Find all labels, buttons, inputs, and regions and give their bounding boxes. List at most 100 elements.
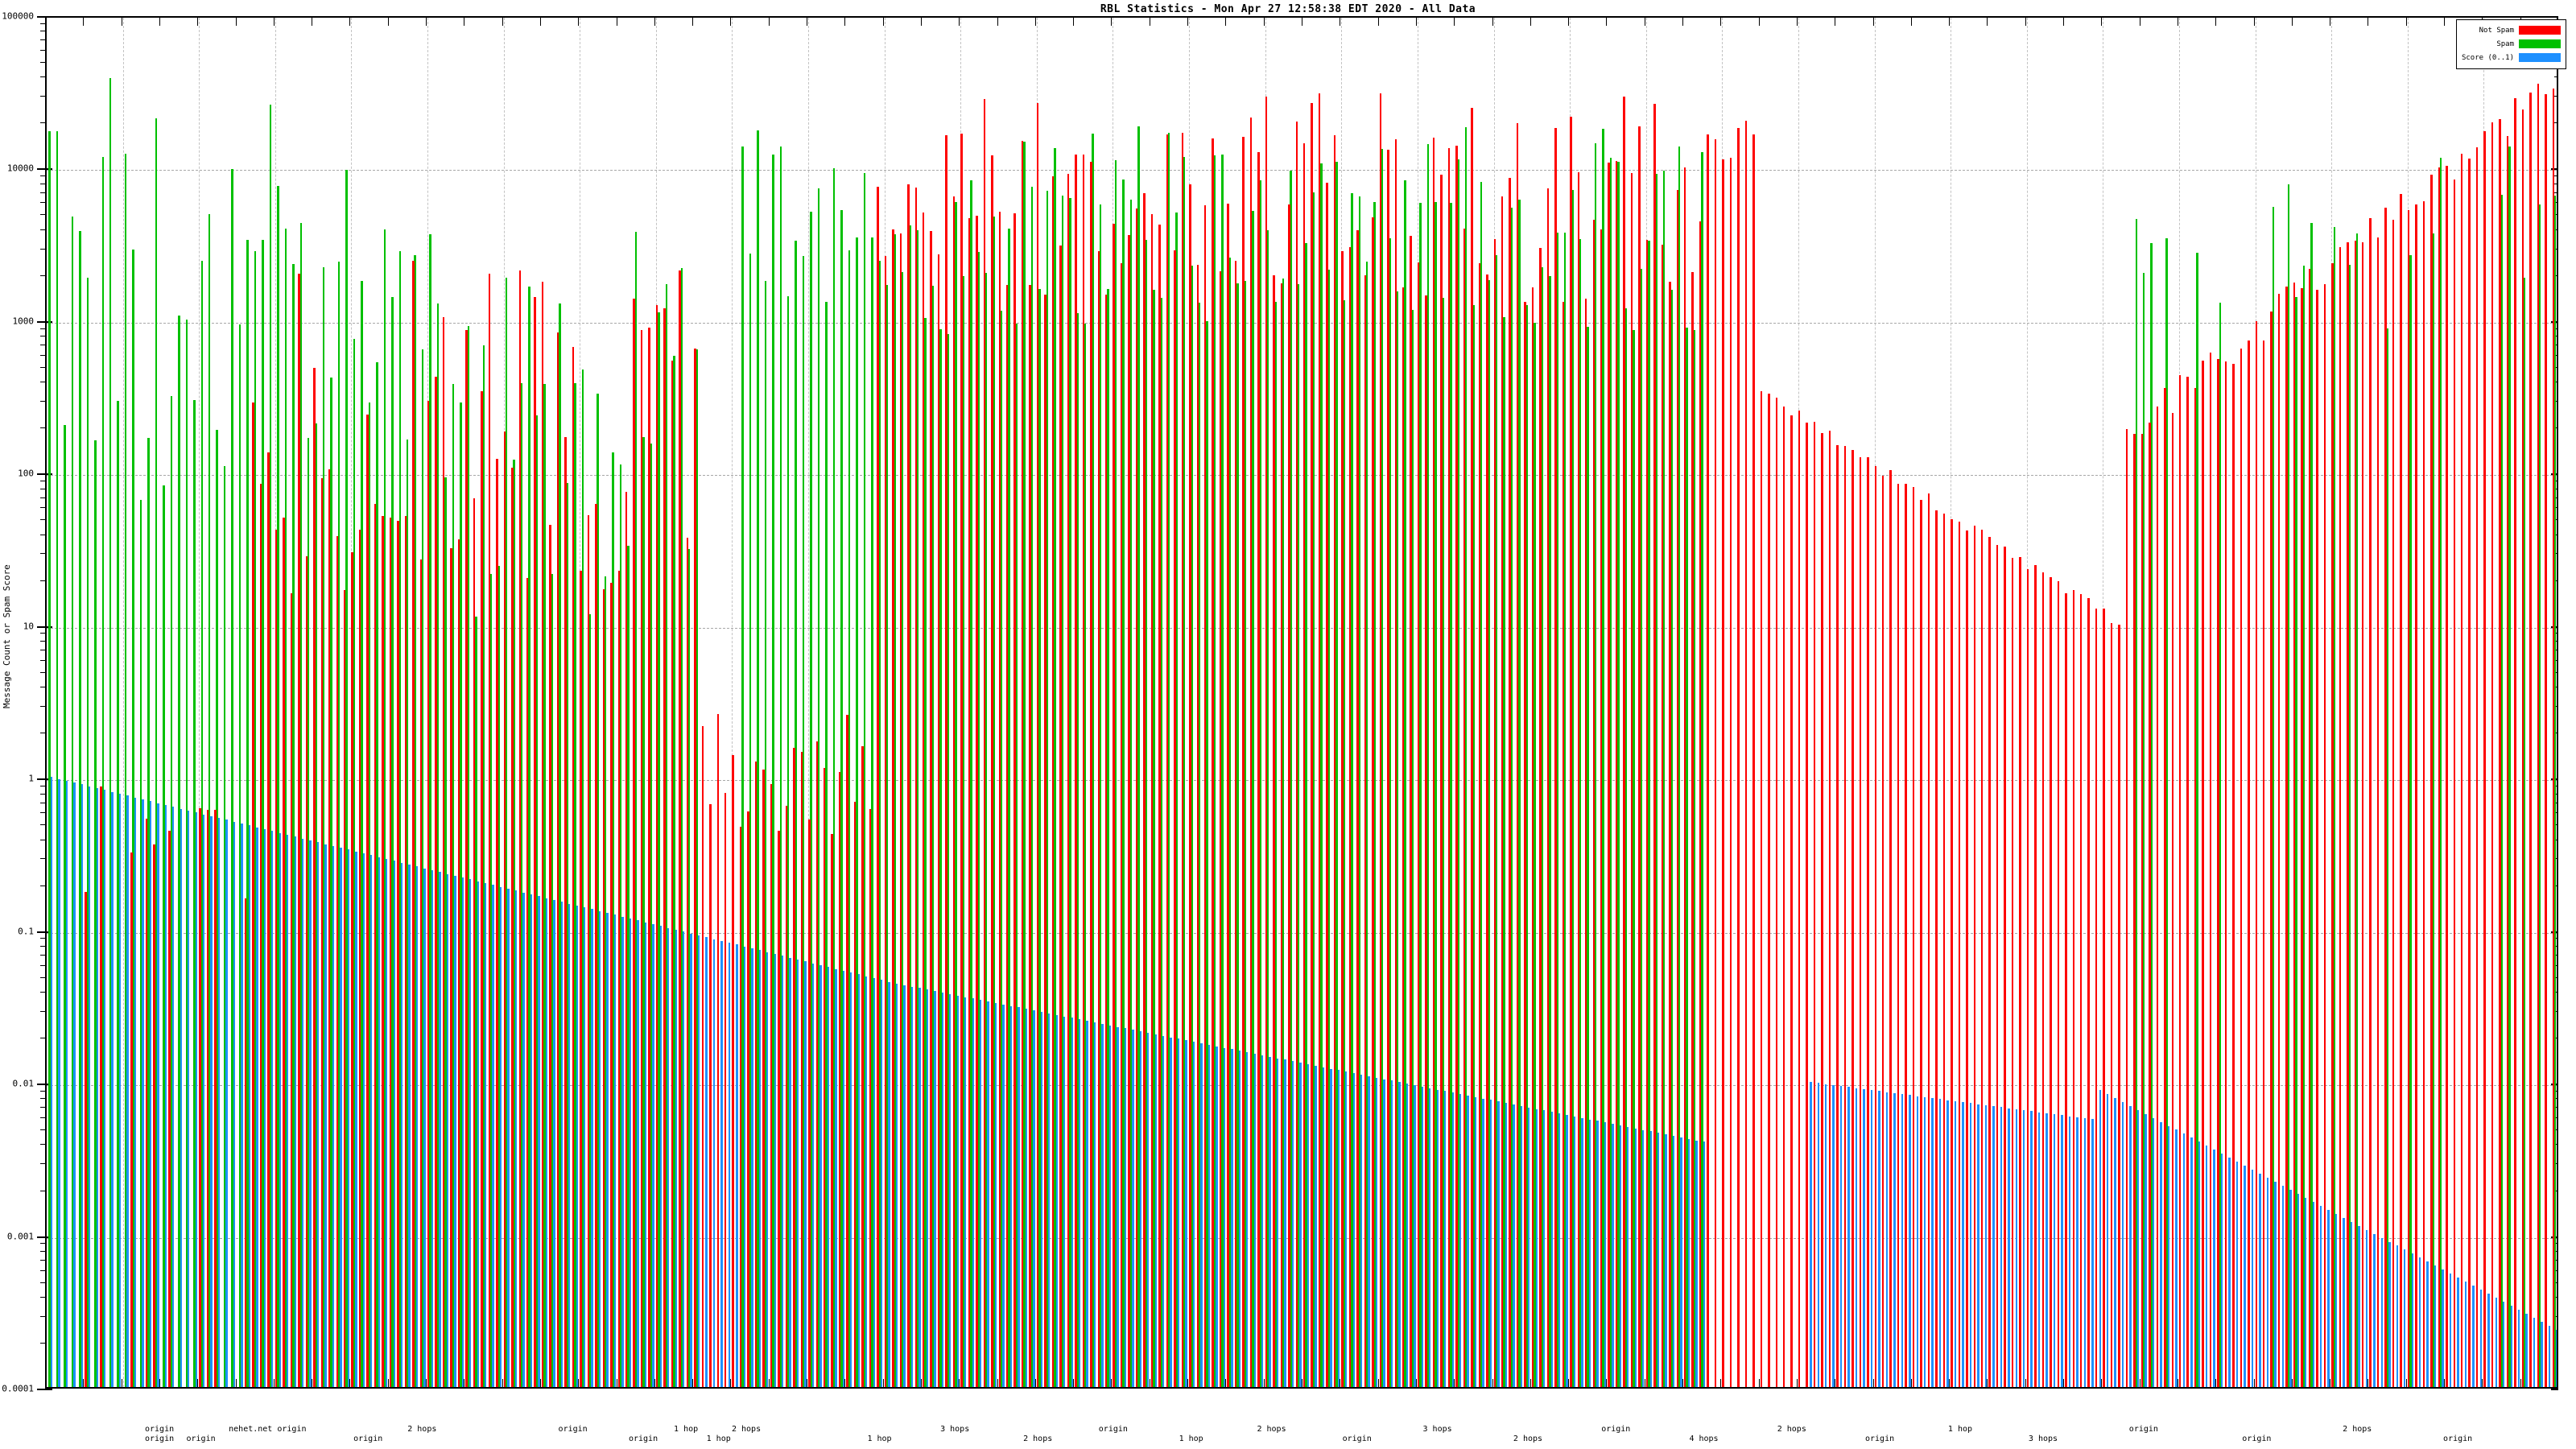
bar-score[interactable] xyxy=(1474,1096,1477,1387)
bar-score[interactable] xyxy=(301,838,304,1387)
bar-spam[interactable] xyxy=(1534,322,1536,1387)
bar-not-spam[interactable] xyxy=(2240,348,2243,1387)
bar-score[interactable] xyxy=(1588,1119,1591,1387)
bar-spam[interactable] xyxy=(482,345,485,1387)
bar-score[interactable] xyxy=(2145,1113,2147,1387)
bar-group[interactable] xyxy=(290,18,298,1387)
bar-score[interactable] xyxy=(271,831,274,1387)
bar-score[interactable] xyxy=(309,840,312,1387)
bar-spam[interactable] xyxy=(2524,278,2526,1387)
bar-spam[interactable] xyxy=(1137,126,1140,1387)
bar-spam[interactable] xyxy=(1129,199,1133,1387)
bar-score[interactable] xyxy=(1170,1037,1172,1387)
bar-spam[interactable] xyxy=(955,202,957,1387)
bar-score[interactable] xyxy=(340,848,342,1387)
bar-not-spam[interactable] xyxy=(465,329,468,1387)
bar-group[interactable] xyxy=(1348,18,1356,1387)
bar-not-spam[interactable] xyxy=(2438,167,2441,1387)
bar-group[interactable] xyxy=(1478,18,1486,1387)
bar-score[interactable] xyxy=(1931,1098,1934,1387)
bar-not-spam[interactable] xyxy=(1174,250,1176,1387)
bar-not-spam[interactable] xyxy=(130,852,133,1387)
bar-not-spam[interactable] xyxy=(937,254,940,1387)
bar-not-spam[interactable] xyxy=(1280,283,1283,1387)
bar-not-spam[interactable] xyxy=(1516,123,1519,1387)
bar-spam[interactable] xyxy=(931,285,935,1387)
bar-not-spam[interactable] xyxy=(1966,530,1968,1387)
bar-not-spam[interactable] xyxy=(2529,92,2532,1387)
bar-spam[interactable] xyxy=(1198,302,1201,1387)
bar-score[interactable] xyxy=(758,950,761,1387)
bar-group[interactable] xyxy=(1608,18,1615,1387)
bar-spam[interactable] xyxy=(2553,195,2557,1387)
bar-not-spam[interactable] xyxy=(534,296,536,1387)
bar-score[interactable] xyxy=(1535,1108,1538,1387)
bar-not-spam[interactable] xyxy=(2140,434,2144,1387)
bar-score[interactable] xyxy=(1086,1021,1088,1387)
bar-group[interactable] xyxy=(1113,18,1120,1387)
bar-not-spam[interactable] xyxy=(2285,287,2288,1387)
bar-score[interactable] xyxy=(964,997,967,1387)
bar-score[interactable] xyxy=(1261,1055,1264,1387)
bar-score[interactable] xyxy=(241,824,243,1387)
bar-not-spam[interactable] xyxy=(2506,135,2509,1387)
bar-not-spam[interactable] xyxy=(2323,283,2326,1387)
bar-score[interactable] xyxy=(1573,1116,1576,1387)
bar-not-spam[interactable] xyxy=(2468,158,2471,1387)
bar-score[interactable] xyxy=(1253,1053,1256,1387)
bar-spam[interactable] xyxy=(368,402,371,1387)
bar-not-spam[interactable] xyxy=(2050,577,2052,1387)
bar-not-spam[interactable] xyxy=(1638,126,1641,1387)
bar-spam[interactable] xyxy=(277,185,279,1387)
bar-spam[interactable] xyxy=(505,278,508,1387)
bar-score[interactable] xyxy=(1901,1094,1904,1387)
bar-score[interactable] xyxy=(2068,1116,2071,1387)
bar-group[interactable] xyxy=(267,18,275,1387)
bar-spam[interactable] xyxy=(1640,268,1643,1387)
bar-spam[interactable] xyxy=(688,548,691,1387)
bar-not-spam[interactable] xyxy=(1920,500,1922,1387)
bar-spam[interactable] xyxy=(2272,207,2275,1387)
bar-not-spam[interactable] xyxy=(815,741,818,1387)
bar-score[interactable] xyxy=(903,985,906,1387)
bar-group[interactable] xyxy=(2270,18,2277,1387)
bar-group[interactable] xyxy=(2087,18,2095,1387)
bar-score[interactable] xyxy=(1482,1098,1484,1387)
bar-not-spam[interactable] xyxy=(397,521,399,1387)
bar-group[interactable] xyxy=(1691,18,1699,1387)
bar-score[interactable] xyxy=(1223,1047,1226,1387)
bar-spam[interactable] xyxy=(1366,261,1368,1387)
bar-spam[interactable] xyxy=(962,276,965,1387)
bar-score[interactable] xyxy=(1672,1136,1675,1387)
bar-score[interactable] xyxy=(469,879,472,1387)
bar-not-spam[interactable] xyxy=(2194,387,2197,1387)
bar-group[interactable] xyxy=(907,18,914,1387)
bar-spam[interactable] xyxy=(1419,202,1422,1387)
bar-not-spam[interactable] xyxy=(1105,294,1108,1387)
bar-not-spam[interactable] xyxy=(617,571,620,1387)
bar-group[interactable] xyxy=(1417,18,1425,1387)
bar-group[interactable] xyxy=(1775,18,1783,1387)
bar-score[interactable] xyxy=(1847,1087,1850,1387)
bar-not-spam[interactable] xyxy=(2362,242,2364,1387)
bar-score[interactable] xyxy=(789,957,791,1387)
bar-not-spam[interactable] xyxy=(298,273,300,1387)
bar-score[interactable] xyxy=(1984,1104,1988,1387)
bar-score[interactable] xyxy=(2008,1108,2010,1387)
bar-score[interactable] xyxy=(2312,1201,2314,1387)
bar-group[interactable] xyxy=(2347,18,2354,1387)
bar-group[interactable] xyxy=(853,18,861,1387)
bar-group[interactable] xyxy=(1645,18,1653,1387)
bar-spam[interactable] xyxy=(452,384,455,1387)
bar-spam[interactable] xyxy=(147,438,150,1387)
bar-not-spam[interactable] xyxy=(320,477,324,1387)
bar-group[interactable] xyxy=(2057,18,2065,1387)
bar-spam[interactable] xyxy=(330,377,332,1387)
bar-not-spam[interactable] xyxy=(336,535,338,1387)
bar-spam[interactable] xyxy=(124,153,127,1387)
bar-not-spam[interactable] xyxy=(1150,213,1154,1387)
bar-score[interactable] xyxy=(2365,1229,2368,1387)
bar-spam[interactable] xyxy=(1503,316,1505,1387)
bar-group[interactable] xyxy=(199,18,206,1387)
bar-spam[interactable] xyxy=(757,130,759,1387)
